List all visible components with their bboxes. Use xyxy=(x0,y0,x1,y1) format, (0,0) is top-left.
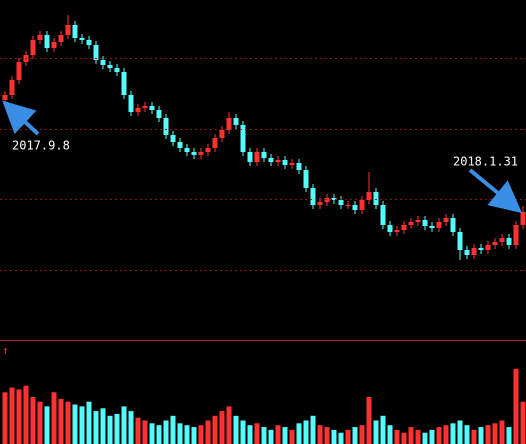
volume-bar xyxy=(387,425,393,444)
volume-bar xyxy=(380,415,386,444)
volume-bar xyxy=(149,423,155,444)
volume-bar xyxy=(142,420,148,444)
volume-bar xyxy=(16,389,22,444)
volume-bar xyxy=(436,427,442,444)
volume-bar xyxy=(471,429,477,444)
volume-bar xyxy=(464,425,470,444)
volume-bar xyxy=(184,425,190,444)
volume-bar xyxy=(359,425,365,444)
volume-bar xyxy=(233,415,239,444)
volume-bar xyxy=(324,427,330,444)
volume-bar xyxy=(170,415,176,444)
volume-bar xyxy=(205,420,211,444)
volume-bar xyxy=(289,429,295,444)
volume-bar xyxy=(268,429,274,444)
volume-bar xyxy=(191,427,197,444)
volume-bar xyxy=(30,397,36,444)
volume-bar xyxy=(443,425,449,444)
volume-bar xyxy=(513,368,519,444)
annotation-arrow xyxy=(2,100,40,136)
volume-bar xyxy=(2,392,8,444)
annotation-arrow xyxy=(468,168,523,214)
volume-bar xyxy=(177,423,183,444)
volume-bar xyxy=(422,432,428,444)
volume-bar xyxy=(212,415,218,444)
volume-bar xyxy=(345,429,351,444)
volume-bar xyxy=(415,429,421,444)
volume-bar xyxy=(310,415,316,444)
volume-bar xyxy=(9,387,15,444)
volume-bar xyxy=(520,401,526,444)
annotation: 2017.9.8 xyxy=(12,139,70,153)
volume-bar xyxy=(79,406,85,444)
volume-bar xyxy=(93,411,99,444)
volume-bar xyxy=(261,427,267,444)
volume-bar xyxy=(198,425,204,444)
volume-bar xyxy=(37,401,43,444)
volume-bar xyxy=(156,425,162,444)
volume-bar xyxy=(450,423,456,444)
volume-bar xyxy=(394,429,400,444)
volume-bar xyxy=(282,427,288,444)
volume-bar xyxy=(121,406,127,444)
volume-bar xyxy=(51,392,57,444)
annotation: 2018.1.31 xyxy=(453,155,518,169)
volume-bar xyxy=(107,415,113,444)
volume-bar xyxy=(408,427,414,444)
volume-bar xyxy=(58,398,64,444)
volume-bar xyxy=(240,420,246,444)
volume-bar xyxy=(100,408,106,444)
volume-bar xyxy=(373,420,379,444)
volume-bar xyxy=(86,401,92,444)
volume-bar xyxy=(247,425,253,444)
volume-bar xyxy=(114,413,120,444)
volume-bar xyxy=(499,420,505,444)
volume-bar xyxy=(338,432,344,444)
volume-bar xyxy=(275,425,281,444)
volume-bar xyxy=(331,429,337,444)
volume-bar xyxy=(457,420,463,444)
volume-bar xyxy=(296,423,302,444)
volume-bar xyxy=(492,423,498,444)
volume-bar xyxy=(303,420,309,444)
volume-bar xyxy=(317,425,323,444)
volume-bar xyxy=(135,417,141,444)
volume-bar xyxy=(485,425,491,444)
volume-bar xyxy=(44,406,50,444)
volume-bar xyxy=(72,404,78,444)
volume-bar xyxy=(254,423,260,444)
volume-bar xyxy=(352,427,358,444)
volume-bar xyxy=(226,406,232,444)
volume-bar xyxy=(366,397,372,444)
volume-bar xyxy=(128,411,134,444)
volume-bar xyxy=(429,429,435,444)
volume-bar xyxy=(478,427,484,444)
volume-bar xyxy=(401,432,407,444)
volume-bar xyxy=(219,411,225,444)
volume-bar xyxy=(506,427,512,444)
volume-bar xyxy=(163,420,169,444)
volume-bar xyxy=(23,385,29,444)
up-arrow-icon: ↑ xyxy=(2,344,9,357)
volume-bar xyxy=(65,401,71,444)
